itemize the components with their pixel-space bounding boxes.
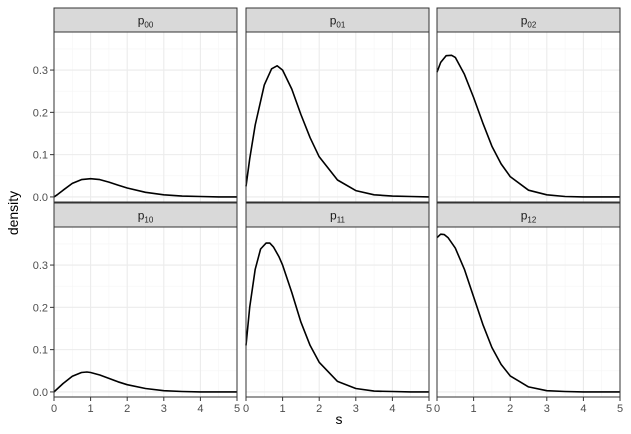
panel-border	[436, 31, 621, 203]
x-tick-label: 3	[544, 403, 550, 415]
x-axis-title: s	[336, 411, 343, 427]
facet-panel-01: p01	[245, 7, 430, 203]
facet-strip-label: p00	[138, 14, 154, 30]
facet-label-subscript: 00	[144, 21, 153, 30]
facet-strip-label: p12	[521, 209, 537, 225]
panel-border	[53, 226, 238, 398]
density-line	[245, 65, 430, 198]
facet-label-main: p	[138, 209, 145, 223]
y-tick-label: 0.1	[33, 345, 48, 357]
density-line	[53, 371, 237, 393]
facet-label-main: p	[138, 14, 145, 28]
y-tick-label: 0.0	[33, 387, 48, 399]
facet-panel-00: p00 0.0 0.1 0.2 0.3	[33, 7, 238, 204]
x-tick-label: 2	[316, 403, 322, 415]
facet-label-subscript: 02	[527, 21, 536, 30]
x-tick-label: 4	[389, 403, 395, 415]
facet-strip	[53, 202, 238, 228]
x-tick-label: 3	[161, 403, 167, 415]
facet-label-main: p	[521, 209, 528, 223]
facet-strip	[53, 7, 238, 33]
x-tick-label: 5	[234, 403, 240, 415]
x-tick-label: 0	[434, 403, 440, 415]
facet-strip-label: p11	[330, 209, 346, 225]
facet-strip	[436, 202, 621, 228]
x-tick-label: 2	[124, 403, 130, 415]
x-tick-label: 1	[471, 403, 477, 415]
y-tick-label: 0.1	[33, 150, 48, 162]
facet-panel-02: p02	[436, 7, 621, 203]
density-line	[436, 233, 620, 393]
panel-border	[53, 31, 238, 203]
facet-strip	[245, 7, 430, 33]
x-tick-label: 0	[51, 403, 57, 415]
facet-label-main: p	[330, 209, 337, 223]
density-line	[245, 242, 429, 393]
x-tick-label: 5	[426, 403, 432, 415]
facet-label-subscript: 12	[527, 216, 536, 225]
facet-strip-label: p01	[330, 14, 346, 30]
y-tick-label: 0.3	[33, 65, 48, 77]
y-tick-label: 0.2	[33, 302, 48, 314]
x-tick-label: 2	[507, 403, 513, 415]
panel-border	[436, 226, 621, 398]
facet-strip	[436, 7, 621, 33]
facet-label-main: p	[521, 14, 528, 28]
density-line	[53, 177, 237, 198]
x-tick-label: 3	[353, 403, 359, 415]
facet-label-main: p	[330, 14, 337, 28]
x-tick-label: 0	[243, 403, 249, 415]
facet-label-subscript: 11	[337, 216, 346, 225]
facet-label-subscript: 10	[144, 216, 153, 225]
facet-panel-11: p11 0 1 2 3 4 5	[243, 202, 432, 415]
y-axis-title: density	[5, 191, 21, 235]
x-tick-label: 4	[197, 403, 203, 415]
panel-border	[245, 226, 430, 398]
x-tick-label: 1	[88, 403, 94, 415]
y-tick-label: 0.0	[33, 192, 48, 204]
x-tick-label: 4	[580, 403, 586, 415]
density-line	[436, 54, 620, 198]
facet-strip-label: p02	[521, 14, 537, 30]
x-tick-label: 5	[617, 403, 623, 415]
facet-panel-10: p10 0.0 0.1 0.2 0.3 0 1 2 3 4 5	[33, 202, 240, 415]
facet-label-subscript: 01	[336, 21, 345, 30]
panel-border	[245, 31, 430, 203]
x-tick-label: 1	[280, 403, 286, 415]
y-tick-label: 0.3	[33, 260, 48, 272]
y-tick-label: 0.2	[33, 107, 48, 119]
facet-strip-label: p10	[138, 209, 154, 225]
